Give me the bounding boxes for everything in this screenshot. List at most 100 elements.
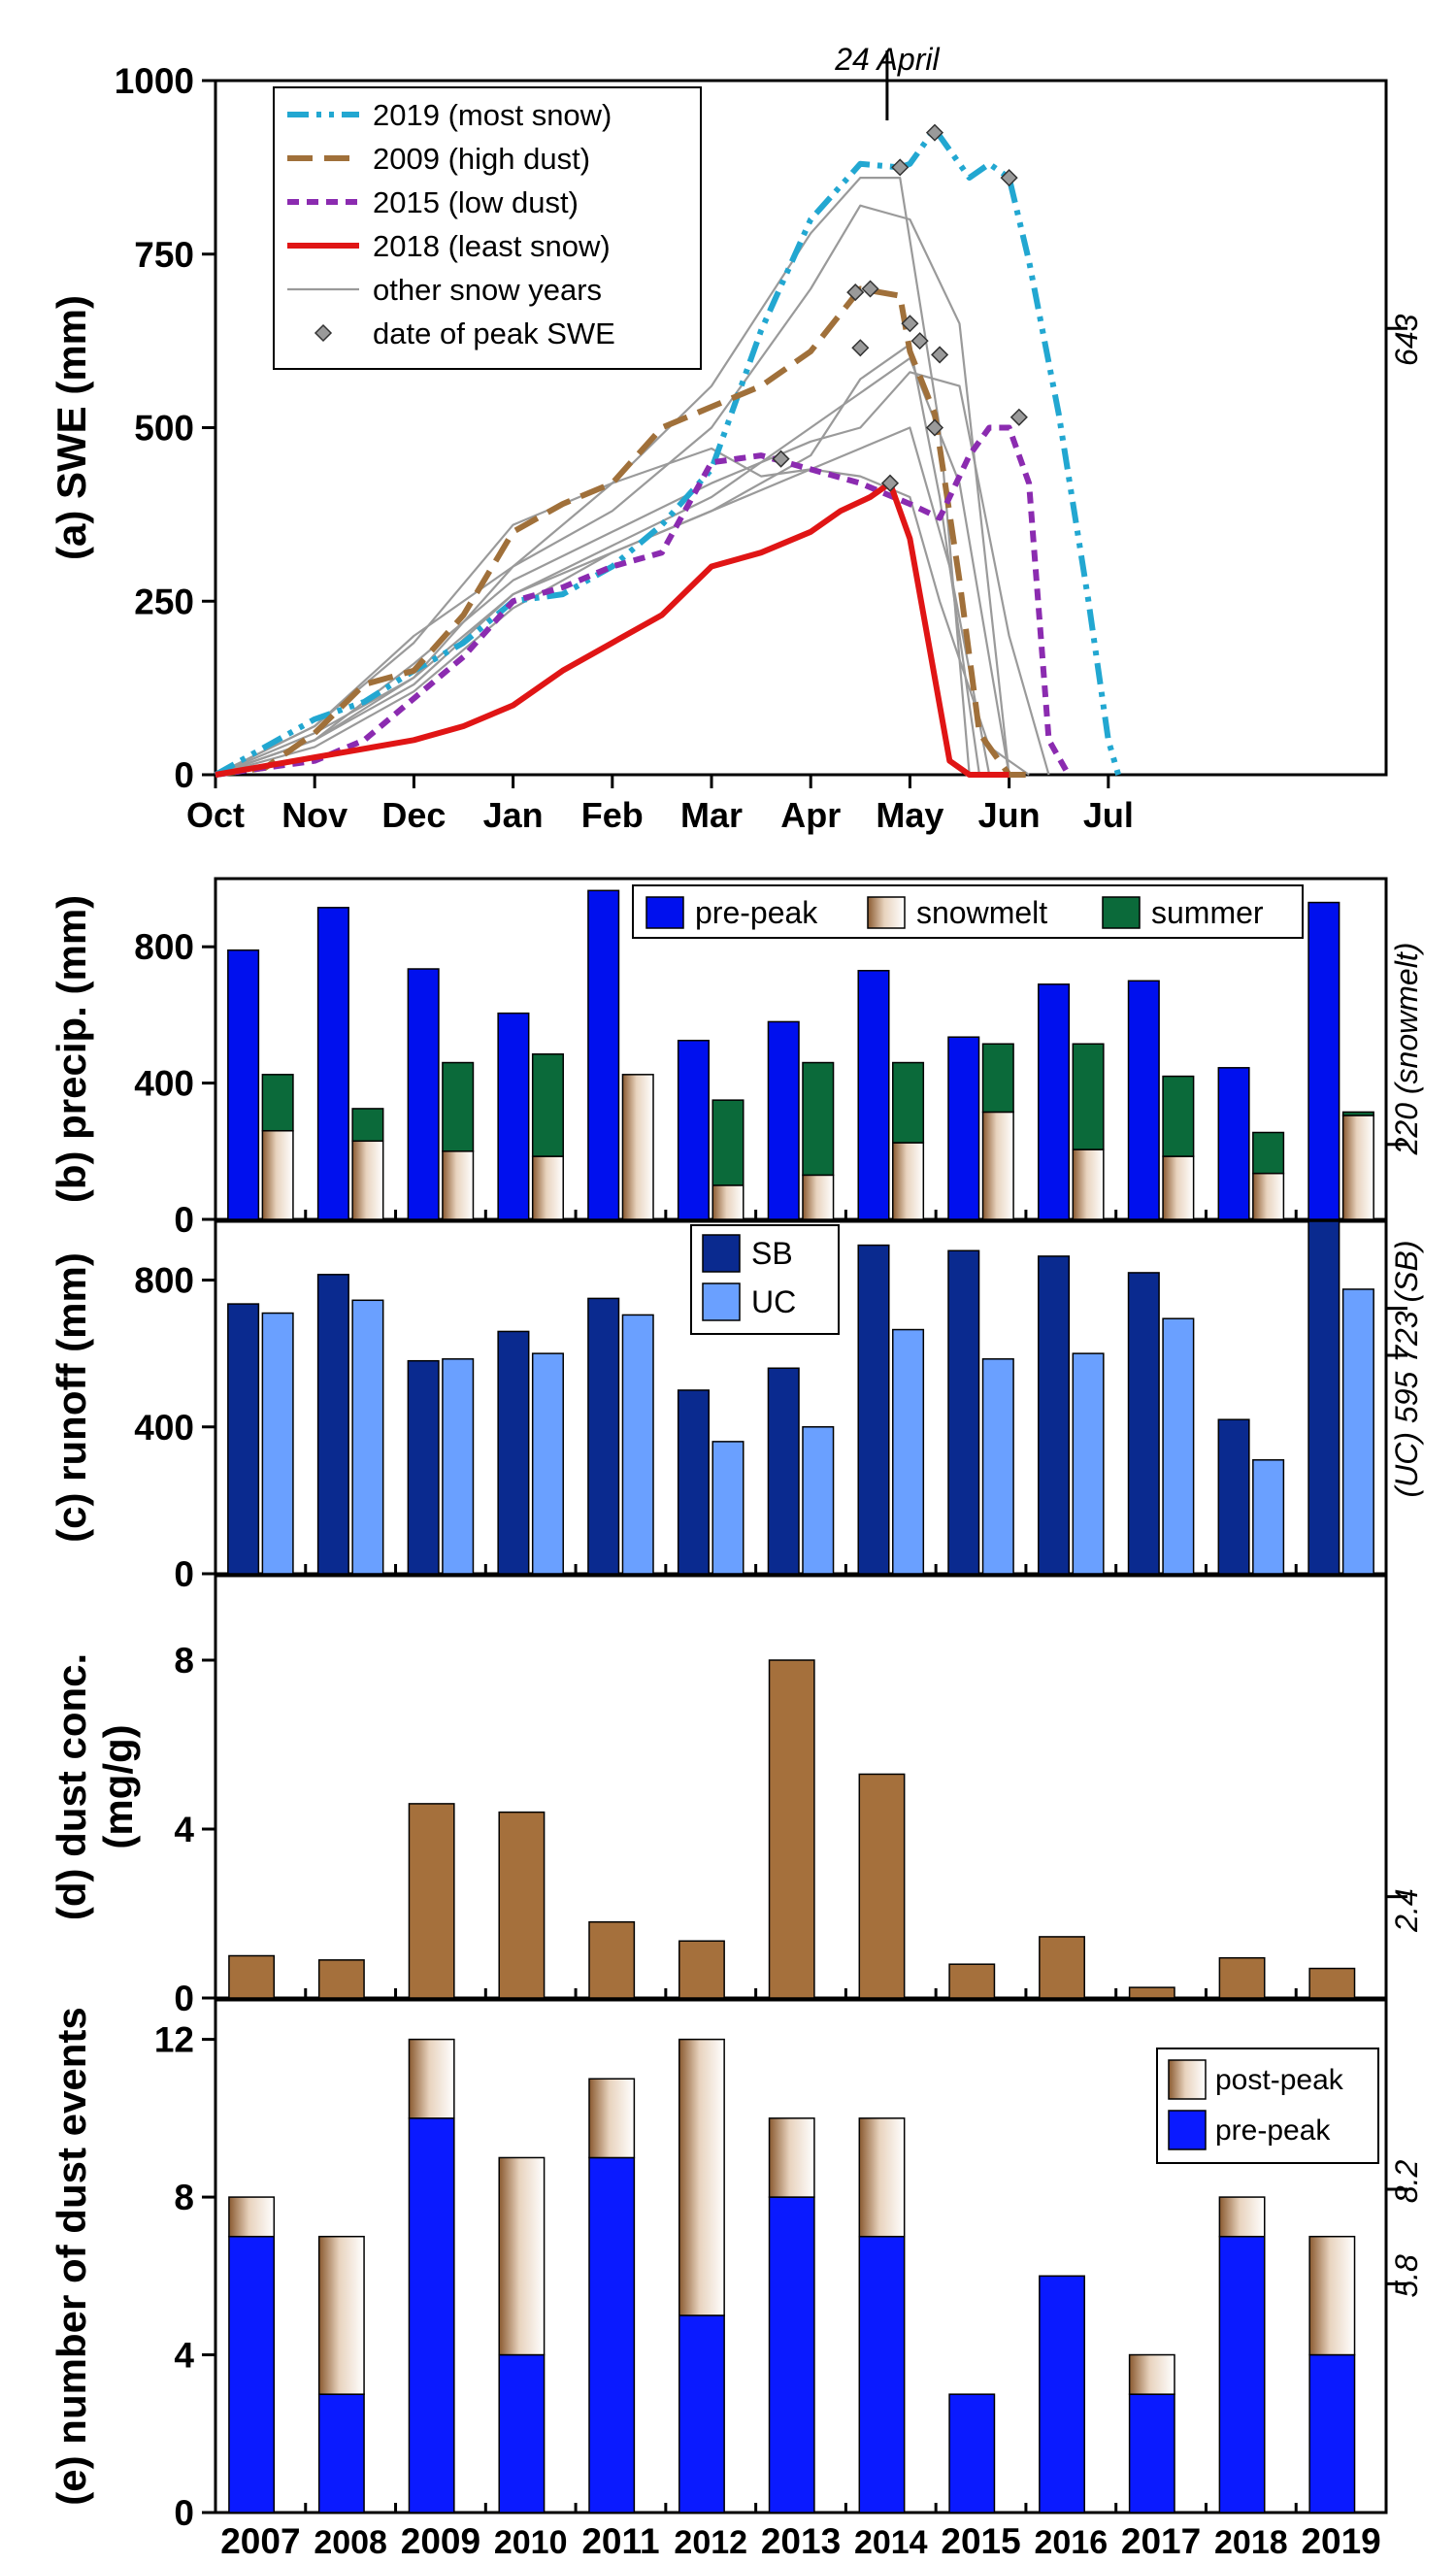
legend-c-swatch xyxy=(702,1282,741,1321)
bar-snowmelt xyxy=(1072,1149,1105,1220)
series-line xyxy=(215,447,1030,776)
peak-swe-marker xyxy=(1000,169,1018,187)
bar-pre-peak-events xyxy=(678,2314,725,2514)
panel-c: 0 400 800 SB UC xyxy=(134,1219,1407,1594)
y-axis-label-c: (c) runoff (mm) xyxy=(49,1252,94,1543)
x-category-label: 2011 xyxy=(581,2521,659,2561)
bar-uc xyxy=(1072,1352,1105,1575)
legend-c-swatch xyxy=(702,1234,741,1273)
x-category-label: 2013 xyxy=(761,2521,841,2561)
bar-pre-peak xyxy=(947,1036,980,1220)
y-axis-label-d: (d) dust conc. xyxy=(49,1653,94,1920)
bar-dust-conc xyxy=(317,1959,365,1999)
x-category-label: 2012 xyxy=(674,2524,747,2561)
bar-uc xyxy=(261,1312,294,1575)
bar-post-peak-events xyxy=(678,2038,725,2316)
bar-post-peak-events xyxy=(1128,2353,1175,2395)
legend-b-box xyxy=(632,884,1304,939)
peak-swe-marker xyxy=(846,283,865,302)
bar-dust-conc xyxy=(948,1963,996,1999)
bar-dust-conc xyxy=(1218,1956,1266,1999)
series-line xyxy=(215,426,991,777)
bar-snowmelt xyxy=(802,1174,835,1220)
bar-summer xyxy=(1252,1131,1285,1175)
peak-swe-marker xyxy=(880,474,900,492)
x-category-label: 2010 xyxy=(494,2524,568,2561)
series-line xyxy=(215,204,1010,777)
series-line xyxy=(215,285,1030,778)
bar-pre-peak xyxy=(677,1039,710,1220)
bar-dust-conc xyxy=(588,1920,636,1999)
y-axis-label-a: (a) SWE (mm) xyxy=(49,295,94,560)
y-axis-label-d-unit: (mg/g) xyxy=(95,1724,141,1848)
peak-swe-marker xyxy=(891,158,910,177)
y-tick-label: 4 xyxy=(174,1810,194,1849)
bar-sb xyxy=(1127,1272,1160,1575)
bar-uc xyxy=(1162,1317,1195,1575)
bar-dust-conc xyxy=(1308,1967,1356,1999)
bar-sb xyxy=(857,1244,890,1575)
bar-pre-peak xyxy=(1217,1067,1250,1220)
x-category-label: 2009 xyxy=(401,2521,480,2561)
bar-sb xyxy=(677,1389,710,1575)
bar-snowmelt xyxy=(711,1184,745,1220)
y-tick-label-a: 1000 xyxy=(115,61,194,101)
bar-snowmelt xyxy=(351,1140,384,1220)
bar-pre-peak-events xyxy=(768,2196,815,2514)
bar-pre-peak-events xyxy=(1218,2235,1266,2514)
legend-b-swatch xyxy=(867,896,906,929)
bar-dust-conc xyxy=(498,1811,546,1999)
bar-pre-peak-events xyxy=(1128,2393,1175,2514)
y-tick-label-a: 0 xyxy=(174,755,194,795)
bar-dust-conc xyxy=(228,1954,276,1999)
y-tick-label: 12 xyxy=(154,2020,194,2060)
bar-pre-peak-events xyxy=(1308,2353,1356,2514)
bar-post-peak-events xyxy=(768,2117,815,2198)
x-tick-label-a: Nov xyxy=(281,795,347,835)
bar-pre-peak xyxy=(1127,980,1160,1220)
peak-swe-marker xyxy=(925,123,944,142)
bar-pre-peak xyxy=(407,968,440,1220)
bar-uc xyxy=(802,1426,835,1575)
bar-summer xyxy=(351,1108,384,1143)
bar-sb xyxy=(1038,1255,1071,1575)
bar-summer xyxy=(442,1061,475,1152)
y-tick-label-a: 750 xyxy=(134,235,194,275)
x-category-label: 2016 xyxy=(1034,2524,1108,2561)
bar-dust-conc xyxy=(858,1773,906,1999)
legend-b-label: summer xyxy=(1151,895,1264,930)
y-tick-label: 400 xyxy=(134,1064,194,1104)
bar-sb xyxy=(1217,1418,1250,1575)
panel-a: 0 250 500 750 1000 Oct Nov Dec Jan Feb Mar Apr May Ju… xyxy=(115,42,1407,835)
x-category-label: 2007 xyxy=(220,2521,300,2561)
x-tick-label-a: May xyxy=(876,795,943,835)
bar-pre-peak xyxy=(1307,901,1340,1220)
chart-layer: 0 250 500 750 1000 Oct Nov Dec Jan Feb Mar Apr May Ju… xyxy=(49,42,1424,2561)
x-tick-label-a: Mar xyxy=(680,795,743,835)
bar-uc xyxy=(442,1358,475,1575)
bar-summer xyxy=(1162,1075,1195,1157)
panel-b-frame xyxy=(214,877,1388,1221)
x-tick-label-a: Jun xyxy=(978,795,1041,835)
x-category-label: 2018 xyxy=(1214,2524,1288,2561)
bar-pre-peak xyxy=(587,889,620,1220)
bar-pre-peak xyxy=(316,907,349,1220)
legend-c-label: SB xyxy=(751,1236,793,1271)
x-category-label: 2017 xyxy=(1121,2521,1201,2561)
bar-dust-conc xyxy=(768,1659,815,1999)
bar-summer xyxy=(261,1074,294,1132)
peak-swe-marker xyxy=(931,346,949,364)
reference-label-b: 220 (snowmelt) xyxy=(1389,943,1424,1156)
bar-dust-conc xyxy=(1039,1936,1085,1999)
bar-post-peak-events xyxy=(588,2078,636,2159)
panel-d: 0 4 8 xyxy=(174,1574,1407,2018)
x-tick-label-a: Jul xyxy=(1083,795,1134,835)
legend-b: pre-peak snowmelt summer xyxy=(632,884,1304,939)
bar-sb xyxy=(767,1367,800,1575)
bar-post-peak-events xyxy=(408,2038,455,2119)
bar-dust-conc xyxy=(408,1803,455,1999)
panel-b: 0 400 800 pre-peak snowmelt summer xyxy=(134,877,1407,1240)
annotation-24-april: 24 April xyxy=(834,42,940,77)
peak-swe-marker xyxy=(861,280,879,298)
